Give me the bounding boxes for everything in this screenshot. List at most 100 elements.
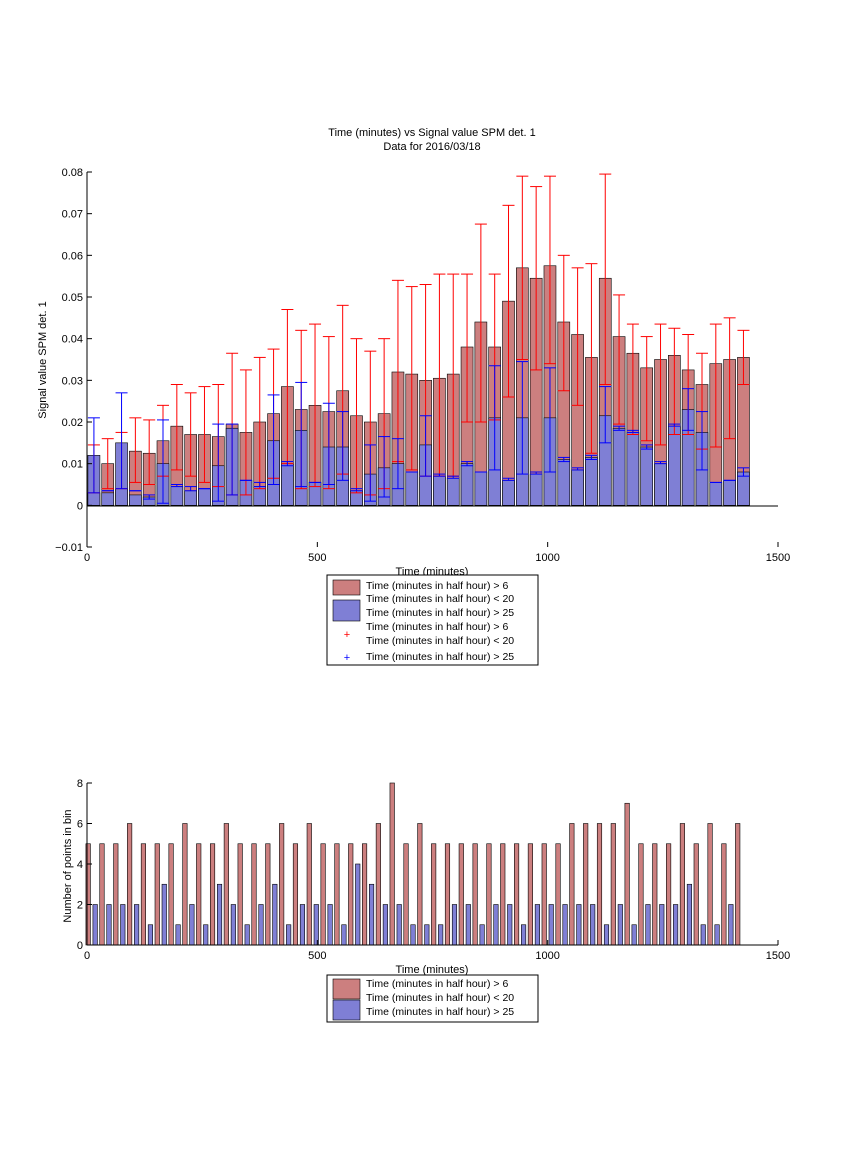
error-bar-blue <box>391 438 404 490</box>
error-bar-red <box>143 419 156 485</box>
count-bar-blue <box>134 904 140 946</box>
y-tick-label: 0.06 <box>62 250 83 262</box>
y-tick-label: 8 <box>77 778 83 790</box>
x-tick-label: 1000 <box>535 950 559 962</box>
bottom-chart-x-axis-label: Time (minutes) <box>396 964 469 976</box>
count-bar-blue <box>299 904 306 946</box>
y-tick-label: 6 <box>77 819 83 831</box>
count-bar-red <box>251 843 257 946</box>
legend-swatch-red <box>332 579 361 596</box>
count-bar-red <box>486 843 492 946</box>
error-bar-red <box>709 323 722 448</box>
error-bar-blue <box>350 488 363 492</box>
error-bar-blue <box>613 425 626 431</box>
count-bar-blue <box>576 904 582 946</box>
bar-blue <box>474 471 488 506</box>
error-bar-blue <box>695 411 708 471</box>
error-bar-blue <box>530 471 543 475</box>
top-chart-subtitle: Data for 2016/03/18 <box>383 141 480 153</box>
error-bar-red <box>516 175 529 360</box>
count-bar-blue <box>286 924 292 946</box>
count-bar-red <box>306 823 312 946</box>
error-bar-blue <box>115 392 128 490</box>
error-bar-red <box>474 223 487 423</box>
count-bar-blue <box>562 904 568 946</box>
count-bar-blue <box>534 904 540 946</box>
top-chart-y-axis-label: Signal value SPM det. 1 <box>37 301 49 418</box>
count-bar-red <box>182 823 188 946</box>
error-bar-blue <box>433 473 446 477</box>
count-bar-red <box>693 843 699 946</box>
count-bar-red <box>237 843 243 946</box>
legend-label-red-line1: Time (minutes in half hour) > 6 <box>366 580 508 592</box>
count-bar-red <box>624 802 630 946</box>
error-bar-red <box>557 254 570 392</box>
error-bar-red <box>599 173 612 385</box>
error-bar-red <box>502 204 515 398</box>
count-bar-red <box>417 823 423 946</box>
bar-blue <box>585 457 598 506</box>
y-tick-label: 0 <box>77 500 83 512</box>
error-bar-blue <box>654 461 667 465</box>
error-bar-red <box>239 369 252 496</box>
error-bar-blue <box>170 484 183 488</box>
count-bar-blue <box>493 904 499 946</box>
top-chart-title: Time (minutes) vs Signal value SPM det. … <box>328 127 535 139</box>
error-bar-blue <box>212 423 225 502</box>
x-tick-label: 1500 <box>766 950 790 962</box>
bar-blue <box>654 463 667 506</box>
error-bar-red <box>170 384 183 471</box>
count-bar-red <box>209 843 216 946</box>
error-bar-blue <box>737 467 750 477</box>
legend-swatch-blue <box>332 599 361 622</box>
count-bar-blue <box>189 904 195 946</box>
error-bar-red <box>129 417 142 483</box>
error-bar-red <box>350 338 363 494</box>
x-tick-label: 500 <box>308 552 326 564</box>
legend-label-red-line2: Time (minutes in half hour) < 20 <box>366 593 514 605</box>
legend-marker-red-plus: + <box>344 629 350 641</box>
bar-blue <box>433 475 446 506</box>
count-bar-blue <box>465 904 471 946</box>
count-bar-blue <box>673 904 679 946</box>
error-bar-blue <box>143 494 156 500</box>
legend-label-red-errors-line1: Time (minutes in half hour) > 6 <box>366 621 508 633</box>
bottom-chart-legend: Time (minutes in half hour) > 6 Time (mi… <box>326 974 539 1023</box>
error-bar-blue <box>295 381 308 488</box>
bar-blue <box>626 432 640 506</box>
bar-blue <box>198 488 211 506</box>
y-tick-label: 0.03 <box>62 375 83 387</box>
y-tick-label: 0.05 <box>62 292 83 304</box>
count-bar-blue <box>507 904 513 946</box>
count-bar-blue <box>355 863 361 946</box>
bottom-chart-y-axis-label: Number of points in bin <box>62 809 74 922</box>
legend-marker-blue-plus: + <box>344 652 350 664</box>
bar-blue <box>529 473 543 506</box>
y-tick-label: 4 <box>77 859 83 871</box>
error-bar-red <box>309 323 322 488</box>
bar-blue <box>446 477 460 506</box>
count-bar-red <box>265 843 271 946</box>
error-bar-red <box>184 392 197 477</box>
y-tick-label: 0.08 <box>62 167 83 179</box>
count-bar-red <box>514 843 520 946</box>
y-tick-label: −0.01 <box>55 542 83 554</box>
count-bar-blue <box>106 904 112 946</box>
x-tick-label: 0 <box>84 552 90 564</box>
bar-blue <box>709 482 723 506</box>
count-bar-red <box>444 843 451 946</box>
x-tick-label: 500 <box>308 950 326 962</box>
bar-blue <box>253 486 267 506</box>
error-bar-blue <box>488 365 501 471</box>
count-bar-red <box>431 843 437 946</box>
bar-blue <box>557 459 571 506</box>
count-bar-red <box>403 843 409 946</box>
error-bar-blue <box>226 423 239 496</box>
top-chart-bars <box>87 265 750 506</box>
count-bar-blue <box>659 904 665 946</box>
error-bar-red <box>198 386 211 483</box>
legend-label-blue: Time (minutes in half hour) > 25 <box>366 607 514 619</box>
x-tick-label: 1500 <box>766 552 790 564</box>
count-bar-red <box>113 843 119 946</box>
error-bar-red <box>626 323 639 435</box>
